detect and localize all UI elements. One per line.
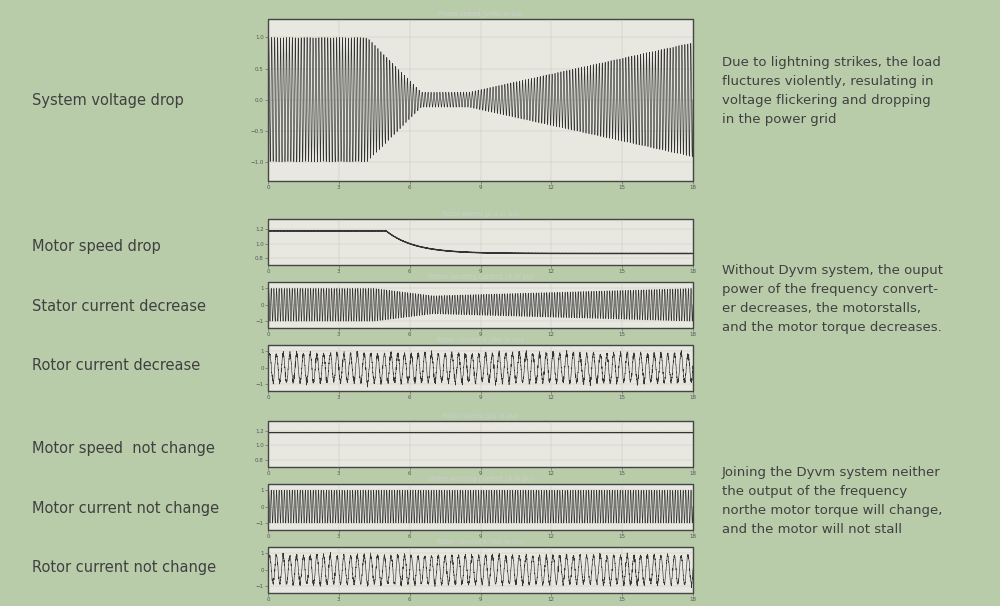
Text: System voltage drop: System voltage drop xyxy=(32,93,184,108)
Text: Stator winding current (A in pu): Stator winding current (A in pu) xyxy=(428,476,533,482)
Text: Joining the Dyvm system neither
the output of the frequency
northe motor torque : Joining the Dyvm system neither the outp… xyxy=(722,466,942,536)
Text: Rotor speed (p.u in pu): Rotor speed (p.u in pu) xyxy=(442,211,519,217)
Text: Phase speed (volts in pu): Phase speed (volts in pu) xyxy=(438,11,523,17)
Bar xyxy=(268,282,693,328)
Bar xyxy=(268,219,693,265)
Text: Motor current not change: Motor current not change xyxy=(32,501,219,516)
Text: Stator current decrease: Stator current decrease xyxy=(32,299,206,313)
Text: Rotor current decrease: Rotor current decrease xyxy=(32,358,200,373)
Bar xyxy=(268,19,693,181)
Bar xyxy=(268,345,693,391)
Bar xyxy=(268,421,693,467)
Text: Motor speed  not change: Motor speed not change xyxy=(32,441,215,456)
Text: Motor speed drop: Motor speed drop xyxy=(32,239,161,254)
Text: Without Dyvm system, the ouput
power of the frequency convert-
er decreases, the: Without Dyvm system, the ouput power of … xyxy=(722,264,943,334)
Text: Rotor current s (Wb in pu): Rotor current s (Wb in pu) xyxy=(437,337,524,343)
Bar xyxy=(268,547,693,593)
Text: Stator winding current (A in pu): Stator winding current (A in pu) xyxy=(428,274,533,280)
Text: Due to lightning strikes, the load
fluctures violently, resulating in
voltage fl: Due to lightning strikes, the load fluct… xyxy=(722,56,940,126)
Text: Rotor current not change: Rotor current not change xyxy=(32,560,216,575)
Bar xyxy=(268,484,693,530)
Text: Rotor speed (pu in pu): Rotor speed (pu in pu) xyxy=(443,413,518,419)
Text: Rotor current s (Wb in pu): Rotor current s (Wb in pu) xyxy=(437,539,524,545)
